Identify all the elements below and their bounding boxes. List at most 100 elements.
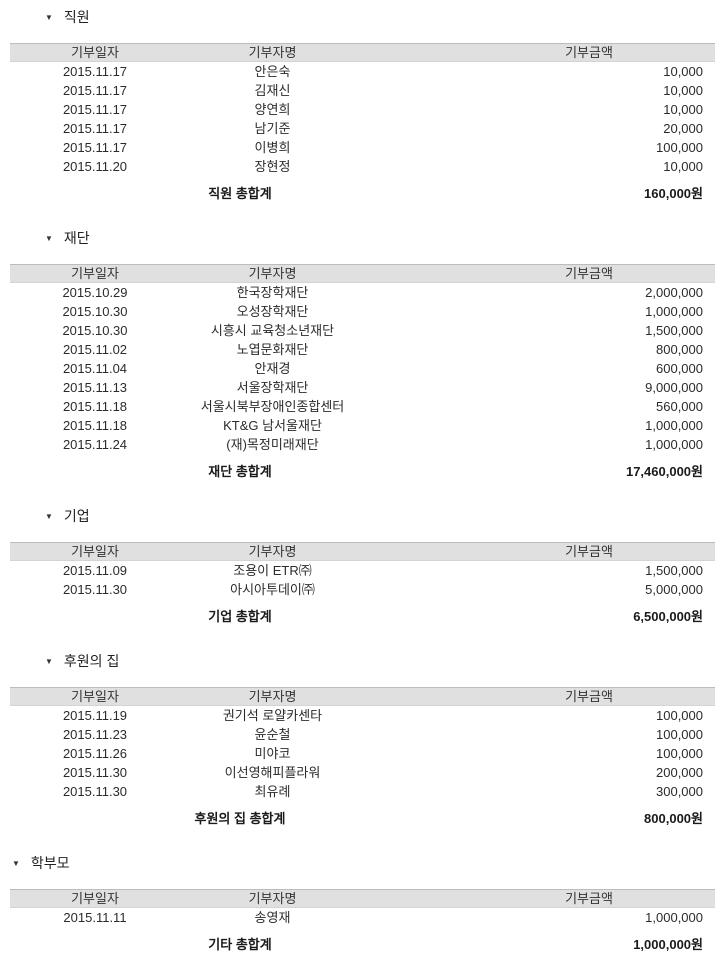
table-row: 2015.11.11 송영재 1,000,000 xyxy=(10,908,715,927)
total-label: 직원 총합계 xyxy=(208,186,272,201)
total-label: 기업 총합계 xyxy=(208,609,272,624)
cell-amount: 20,000 xyxy=(663,121,703,136)
col-header-date: 기부일자 xyxy=(71,45,119,60)
cell-date: 2015.11.13 xyxy=(62,380,128,395)
cell-name: 장현정 xyxy=(254,159,291,174)
cell-amount: 2,000,000 xyxy=(645,285,703,300)
cell-amount: 200,000 xyxy=(656,765,703,780)
cell-date: 2015.11.11 xyxy=(63,910,127,925)
section-header[interactable]: ▼ 기업 xyxy=(0,507,715,525)
table-body: 2015.11.19 권기석 로얄카센타 100,000 2015.11.23 … xyxy=(10,706,715,801)
donation-table: 기부일자 기부자명 기부금액 2015.11.09 조용이 ETR㈜ 1,500… xyxy=(10,542,715,626)
cell-amount: 10,000 xyxy=(663,83,703,98)
total-row: 직원 총합계 160,000원 xyxy=(10,184,715,203)
col-header-date: 기부일자 xyxy=(71,689,119,704)
cell-name: 안재경 xyxy=(254,361,291,376)
table-row: 2015.11.17 남기준 20,000 xyxy=(10,119,715,138)
donation-section: ▼ 재단 기부일자 기부자명 기부금액 2015.10.29 한국장학재단 2,0… xyxy=(0,229,715,481)
section-title: 학부모 xyxy=(30,855,70,871)
table-header-row: 기부일자 기부자명 기부금액 xyxy=(10,687,715,706)
cell-date: 2015.11.17 xyxy=(62,64,128,79)
table-row: 2015.11.23 윤순철 100,000 xyxy=(10,725,715,744)
donation-section: ▼ 후원의 집 기부일자 기부자명 기부금액 2015.11.19 권기석 로얄카… xyxy=(0,652,715,828)
cell-name: 노엽문화재단 xyxy=(236,342,309,357)
col-header-date: 기부일자 xyxy=(71,891,119,906)
cell-name: 송영재 xyxy=(254,910,291,925)
table-row: 2015.11.17 김재신 10,000 xyxy=(10,81,715,100)
table-row: 2015.11.17 양연희 10,000 xyxy=(10,100,715,119)
collapse-triangle-icon[interactable]: ▼ xyxy=(45,657,53,666)
cell-amount: 10,000 xyxy=(663,159,703,174)
cell-date: 2015.11.04 xyxy=(62,361,128,376)
cell-name: 윤순철 xyxy=(254,727,291,742)
cell-name: 시흥시 교육청소년재단 xyxy=(210,323,335,338)
total-amount: 6,500,000원 xyxy=(633,609,703,624)
cell-amount: 1,000,000 xyxy=(645,304,703,319)
cell-date: 2015.11.19 xyxy=(62,708,128,723)
cell-date: 2015.11.18 xyxy=(62,399,128,414)
cell-amount: 1,000,000 xyxy=(645,910,703,925)
cell-name: 한국장학재단 xyxy=(236,285,309,300)
section-header[interactable]: ▼ 직원 xyxy=(0,8,715,26)
cell-name: 안은숙 xyxy=(254,64,291,79)
donation-table: 기부일자 기부자명 기부금액 2015.10.29 한국장학재단 2,000,0… xyxy=(10,264,715,481)
table-row: 2015.11.18 서울시북부장애인종합센터 560,000 xyxy=(10,397,715,416)
cell-amount: 100,000 xyxy=(656,140,703,155)
donation-section: ▼ 학부모 기부일자 기부자명 기부금액 2015.11.11 송영재 1,000… xyxy=(0,854,715,954)
cell-amount: 100,000 xyxy=(656,727,703,742)
cell-date: 2015.11.17 xyxy=(62,102,128,117)
cell-amount: 100,000 xyxy=(656,746,703,761)
cell-name: 김재신 xyxy=(254,83,291,98)
table-row: 2015.11.20 장현정 10,000 xyxy=(10,157,715,176)
cell-date: 2015.11.17 xyxy=(62,121,128,136)
donation-table: 기부일자 기부자명 기부금액 2015.11.11 송영재 1,000,000 … xyxy=(10,889,715,954)
cell-amount: 10,000 xyxy=(663,64,703,79)
cell-date: 2015.11.26 xyxy=(62,746,128,761)
cell-amount: 800,000 xyxy=(656,342,703,357)
cell-date: 2015.10.30 xyxy=(62,323,128,338)
cell-amount: 9,000,000 xyxy=(645,380,703,395)
section-header[interactable]: ▼ 재단 xyxy=(0,229,715,247)
donation-report-page: ▼ 직원 기부일자 기부자명 기부금액 2015.11.17 안은숙 10,000… xyxy=(0,8,715,954)
col-header-date: 기부일자 xyxy=(71,544,119,559)
cell-date: 2015.11.24 xyxy=(62,437,128,452)
collapse-triangle-icon[interactable]: ▼ xyxy=(45,13,53,22)
cell-date: 2015.10.29 xyxy=(62,285,128,300)
table-row: 2015.10.30 시흥시 교육청소년재단 1,500,000 xyxy=(10,321,715,340)
cell-date: 2015.11.20 xyxy=(62,159,128,174)
cell-amount: 1,500,000 xyxy=(645,323,703,338)
col-header-amount: 기부금액 xyxy=(565,45,613,60)
table-body: 2015.11.09 조용이 ETR㈜ 1,500,000 2015.11.30… xyxy=(10,561,715,599)
col-header-name: 기부자명 xyxy=(248,266,297,281)
col-header-amount: 기부금액 xyxy=(565,266,613,281)
cell-date: 2015.11.09 xyxy=(62,563,128,578)
table-row: 2015.11.30 아시아투데이㈜ 5,000,000 xyxy=(10,580,715,599)
collapse-triangle-icon[interactable]: ▼ xyxy=(45,512,53,521)
table-row: 2015.11.24 (재)목정미래재단 1,000,000 xyxy=(10,435,715,454)
table-row: 2015.10.30 오성장학재단 1,000,000 xyxy=(10,302,715,321)
total-amount: 1,000,000원 xyxy=(633,937,703,952)
table-header-row: 기부일자 기부자명 기부금액 xyxy=(10,264,715,283)
section-title: 후원의 집 xyxy=(63,653,120,669)
cell-date: 2015.11.30 xyxy=(62,784,128,799)
donation-section: ▼ 직원 기부일자 기부자명 기부금액 2015.11.17 안은숙 10,000… xyxy=(0,8,715,203)
section-header[interactable]: ▼ 학부모 xyxy=(0,854,715,872)
table-header-row: 기부일자 기부자명 기부금액 xyxy=(10,889,715,908)
cell-amount: 5,000,000 xyxy=(645,582,703,597)
total-label: 후원의 집 총합계 xyxy=(194,811,286,826)
total-row: 후원의 집 총합계 800,000원 xyxy=(10,809,715,828)
cell-name: 이병희 xyxy=(254,140,291,155)
col-header-name: 기부자명 xyxy=(248,891,297,906)
cell-name: 서울장학재단 xyxy=(236,380,309,395)
cell-date: 2015.11.17 xyxy=(62,140,128,155)
cell-name: 양연희 xyxy=(254,102,291,117)
table-body: 2015.11.17 안은숙 10,000 2015.11.17 김재신 10,… xyxy=(10,62,715,176)
total-label: 기타 총합계 xyxy=(208,937,272,952)
table-row: 2015.11.19 권기석 로얄카센타 100,000 xyxy=(10,706,715,725)
table-row: 2015.11.04 안재경 600,000 xyxy=(10,359,715,378)
section-header[interactable]: ▼ 후원의 집 xyxy=(0,652,715,670)
collapse-triangle-icon[interactable]: ▼ xyxy=(12,859,20,868)
collapse-triangle-icon[interactable]: ▼ xyxy=(45,234,53,243)
total-amount: 17,460,000원 xyxy=(625,464,703,479)
cell-amount: 600,000 xyxy=(656,361,703,376)
